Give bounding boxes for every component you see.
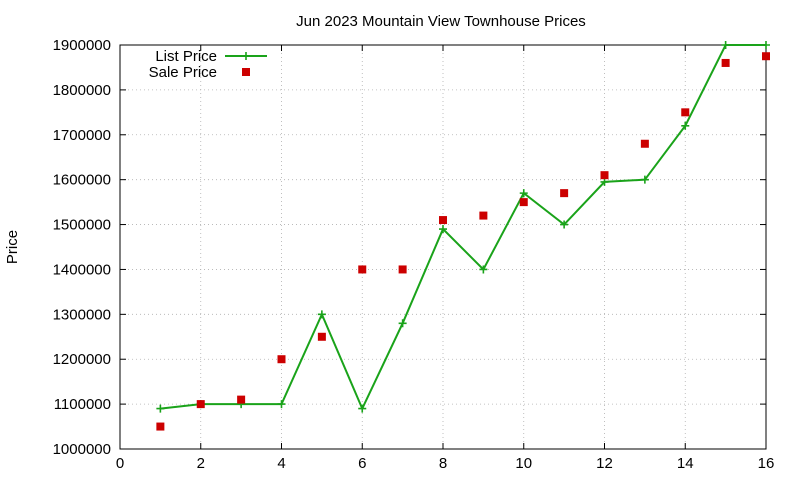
- list-price-point: [560, 220, 569, 229]
- y-tick-label: 1000000: [53, 441, 111, 458]
- chart-title: Jun 2023 Mountain View Townhouse Prices: [296, 13, 586, 30]
- y-tick-label: 1700000: [53, 127, 111, 144]
- x-tick-label: 14: [677, 455, 694, 472]
- y-tick-label: 1100000: [54, 396, 111, 413]
- x-tick-label: 10: [515, 455, 532, 472]
- y-tick-label: 1600000: [53, 172, 111, 189]
- y-tick-label: 1200000: [53, 351, 111, 368]
- sale-price-point: [600, 171, 609, 180]
- sale-price-point: [277, 355, 286, 364]
- plot-area: [156, 41, 770, 431]
- legend-label-sale-price: Sale Price: [149, 64, 217, 81]
- legend-marker-list-price: [242, 52, 250, 60]
- sale-price-point: [317, 332, 326, 341]
- list-price-point: [519, 189, 528, 198]
- axes: [119, 44, 767, 450]
- legend-marker-sale-price: [242, 68, 250, 76]
- sale-price-point: [560, 189, 569, 198]
- sale-price-point: [398, 265, 407, 274]
- list-price-point: [439, 225, 447, 234]
- y-tick-label: 1400000: [53, 261, 111, 278]
- y-tick-label: 1900000: [53, 37, 111, 54]
- x-tick-label: 4: [277, 455, 285, 472]
- tick-labels: 0 2 4 6 8 10 12 14 16 1000000 1100000 1200000 130000…: [53, 37, 775, 472]
- x-tick-label: 8: [439, 455, 447, 472]
- sale-price-point: [439, 216, 447, 225]
- x-tick-label: 2: [197, 455, 205, 472]
- y-tick-label: 1300000: [53, 306, 111, 323]
- list-price-point: [600, 177, 609, 186]
- sale-price-point: [762, 52, 770, 61]
- grid: [120, 45, 766, 449]
- sale-price-point: [640, 139, 649, 148]
- legend: List Price Sale Price: [149, 48, 267, 81]
- list-price-point: [681, 121, 690, 130]
- x-tick-label: 12: [596, 455, 613, 472]
- legend-label-list-price: List Price: [155, 48, 217, 65]
- sale-price-point: [479, 211, 488, 220]
- list-price-point: [317, 310, 326, 319]
- list-price-point: [762, 41, 770, 49]
- list-price-point: [721, 41, 730, 49]
- sale-price-point: [156, 422, 165, 431]
- list-price-point: [479, 265, 488, 274]
- sale-price-point: [196, 400, 205, 409]
- y-axis-label: Price: [4, 230, 21, 264]
- sale-price-point: [721, 58, 730, 67]
- sale-price-point: [681, 108, 690, 117]
- x-tick-label: 16: [758, 455, 775, 472]
- sale-price-point: [237, 395, 246, 404]
- x-tick-label: 6: [358, 455, 366, 472]
- x-tick-label: 0: [116, 455, 124, 472]
- y-tick-label: 1800000: [53, 82, 111, 99]
- sale-price-point: [358, 265, 367, 274]
- list-price-point: [640, 175, 649, 184]
- list-price-point: [156, 404, 165, 413]
- list-price-point: [277, 400, 286, 409]
- list-price-point: [398, 319, 407, 328]
- sale-price-point: [519, 198, 528, 207]
- list-price-point: [358, 404, 367, 413]
- list-price-line: [160, 44, 766, 412]
- y-tick-label: 1500000: [53, 217, 111, 234]
